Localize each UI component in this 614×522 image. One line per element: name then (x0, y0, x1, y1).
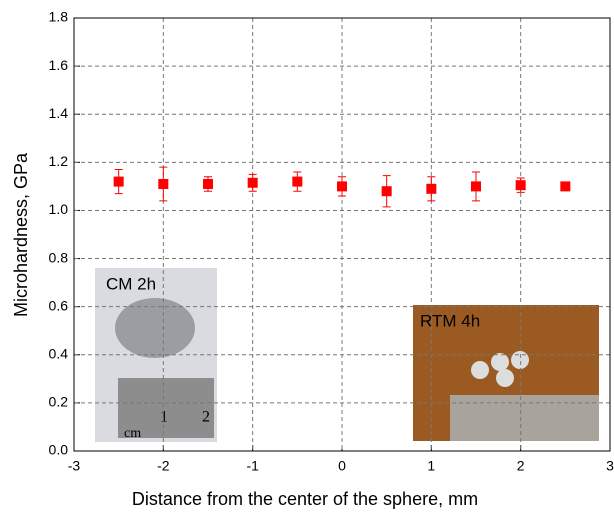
granules (115, 298, 195, 358)
marker (292, 176, 303, 187)
y-tick-label: 0.0 (49, 442, 69, 458)
marker (426, 183, 437, 194)
ruler-label: cm (124, 426, 141, 441)
marker (337, 181, 347, 192)
marker (560, 181, 571, 192)
marker (247, 177, 258, 188)
y-tick-label: 1.4 (49, 105, 69, 121)
ruler (118, 378, 214, 438)
y-tick-label: 0.4 (49, 345, 69, 361)
y-tick-label: 0.2 (49, 394, 69, 410)
x-tick-label: -2 (157, 458, 170, 474)
inset-label: RTM 4h (420, 311, 480, 330)
inset-rtm: RTM 4h (413, 305, 599, 441)
ruler-label: 1 (160, 409, 168, 426)
marker (381, 186, 392, 197)
ruler-label: 2 (202, 409, 210, 426)
sphere (511, 351, 529, 369)
marker (471, 181, 481, 192)
marker (158, 178, 169, 189)
y-tick-label: 1.2 (49, 153, 69, 169)
x-tick-label: 3 (606, 458, 614, 474)
marker (515, 180, 526, 191)
inset-label: CM 2h (106, 274, 156, 293)
sphere (471, 361, 489, 379)
y-tick-label: 1.6 (49, 57, 69, 73)
ruler (450, 395, 599, 441)
y-tick-label: 0.8 (49, 249, 69, 265)
y-tick-label: 0.6 (49, 297, 69, 313)
inset-cm: CM 2h cm 1 2 (95, 268, 217, 442)
x-axis-label: Distance from the center of the sphere, … (132, 489, 478, 509)
x-tick-label: 0 (338, 458, 346, 474)
y-axis-label: Microhardness, GPa (11, 152, 31, 317)
marker (113, 176, 124, 187)
sphere (491, 353, 509, 371)
sphere (496, 369, 514, 387)
y-tick-label: 1.0 (49, 201, 69, 217)
x-tick-label: 1 (427, 458, 435, 474)
x-tick-label: -3 (68, 458, 81, 474)
marker (203, 178, 213, 189)
y-tick-label: 1.8 (49, 9, 69, 25)
plot-frame (73, 17, 611, 452)
x-tick-label: 2 (517, 458, 525, 474)
x-tick-label: -1 (246, 458, 259, 474)
